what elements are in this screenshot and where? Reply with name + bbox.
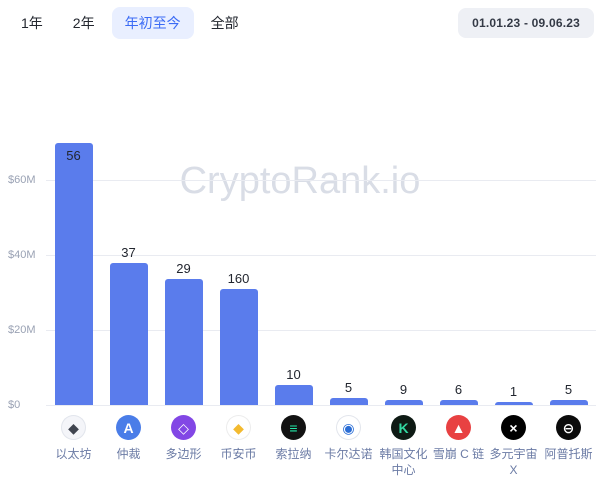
category-kcc[interactable]: K 韩国文化中心 <box>376 406 431 478</box>
avalanche-icon: ▲ <box>446 415 471 440</box>
multiversx-icon: × <box>501 415 526 440</box>
y-axis-tick-label: $0 <box>8 399 21 411</box>
bar-count-label: 9 <box>399 381 408 397</box>
bar-column-multiversx: 1 <box>486 105 541 405</box>
tab-2-years[interactable]: 2年 <box>60 7 108 39</box>
bar-count-label: 10 <box>286 367 301 383</box>
bar-arbitrum[interactable] <box>109 262 148 405</box>
tab-all-time[interactable]: 全部 <box>198 7 252 39</box>
bar-column-kcc: 9 <box>376 105 431 405</box>
bar-count-label: 6 <box>454 381 463 397</box>
category-label-solana[interactable]: 索拉纳 <box>275 447 312 461</box>
category-arbitrum[interactable]: A 仲裁 <box>101 406 156 478</box>
y-axis-tick-label: $20M <box>8 324 36 336</box>
category-multiversx[interactable]: × 多元宇宙 X <box>486 406 541 478</box>
bar-bnb-chain[interactable] <box>219 288 258 405</box>
bar-count-label: 1 <box>509 383 518 399</box>
category-label-aptos[interactable]: 阿普托斯 <box>544 447 593 461</box>
bar-kcc[interactable] <box>384 399 423 405</box>
bar-multiversx[interactable] <box>494 401 533 405</box>
category-polygon[interactable]: ◇ 多边形 <box>156 406 211 478</box>
bnb-icon: ◆ <box>226 415 251 440</box>
category-aptos[interactable]: ⊖ 阿普托斯 <box>541 406 596 478</box>
bar-count-label: 5 <box>564 381 573 397</box>
date-range-badge: 01.01.23 - 09.06.23 <box>458 8 594 38</box>
arbitrum-icon: A <box>116 415 141 440</box>
category-bnb-chain[interactable]: ◆ 币安币 <box>211 406 266 478</box>
bar-aptos[interactable] <box>549 399 588 405</box>
gridline <box>46 405 596 406</box>
time-range-tabs: 1年 2年 年初至今 全部 <box>8 7 252 39</box>
category-cardano[interactable]: ◉ 卡尔达诺 <box>321 406 376 478</box>
y-axis-tick-label: $40M <box>8 249 36 261</box>
category-label-arbitrum[interactable]: 仲裁 <box>116 447 141 461</box>
tab-1-year[interactable]: 1年 <box>8 7 56 39</box>
category-label-bnb-chain[interactable]: 币安币 <box>220 447 257 461</box>
kcc-icon: K <box>391 415 416 440</box>
bar-avalanche-c-chain[interactable] <box>439 399 478 405</box>
bar-column-ethereum: 56 <box>46 105 101 405</box>
category-label-ethereum[interactable]: 以太坊 <box>55 447 92 461</box>
chart-toolbar: 1年 2年 年初至今 全部 01.01.23 - 09.06.23 <box>8 7 594 39</box>
ethereum-icon: ◆ <box>61 415 86 440</box>
bar-column-bnb-chain: 160 <box>211 105 266 405</box>
category-label-kcc[interactable]: 韩国文化中心 <box>379 447 428 477</box>
bar-column-arbitrum: 37 <box>101 105 156 405</box>
y-axis-tick-label: $60M <box>8 174 36 186</box>
cardano-icon: ◉ <box>336 415 361 440</box>
bar-column-cardano: 5 <box>321 105 376 405</box>
bar-column-polygon: 29 <box>156 105 211 405</box>
bar-cardano[interactable] <box>329 397 368 405</box>
bar-count-label: 5 <box>344 379 353 395</box>
solana-icon: ≡ <box>281 415 306 440</box>
tab-year-to-date[interactable]: 年初至今 <box>111 7 194 39</box>
category-ethereum[interactable]: ◆ 以太坊 <box>46 406 101 478</box>
gridline <box>46 330 596 331</box>
bar-count-label: 56 <box>66 147 81 163</box>
polygon-icon: ◇ <box>171 415 196 440</box>
bar-column-aptos: 5 <box>541 105 596 405</box>
gridline <box>46 255 596 256</box>
bar-count-label: 160 <box>227 270 250 286</box>
x-axis-categories: ◆ 以太坊 A 仲裁 ◇ 多边形 ◆ 币安币 ≡ 索拉纳 ◉ 卡尔达诺 K 韩国文化中心 ▲ 雪崩 C 链 × 多… <box>46 406 596 478</box>
category-label-multiversx[interactable]: 多元宇宙 X <box>489 447 538 477</box>
category-label-cardano[interactable]: 卡尔达诺 <box>324 447 373 461</box>
category-label-polygon[interactable]: 多边形 <box>165 447 202 461</box>
bar-count-label: 37 <box>121 244 136 260</box>
category-label-avalanche-c-chain[interactable]: 雪崩 C 链 <box>432 447 485 461</box>
bar-ethereum[interactable]: 56 <box>54 142 93 405</box>
bar-solana[interactable] <box>274 385 313 405</box>
category-solana[interactable]: ≡ 索拉纳 <box>266 406 321 478</box>
bar-polygon[interactable] <box>164 279 203 405</box>
category-avalanche-c-chain[interactable]: ▲ 雪崩 C 链 <box>431 406 486 478</box>
chart-plot-area: 56 37 29 160 10 5 9 6 1 5 <box>46 105 596 405</box>
bar-count-label: 29 <box>176 261 191 277</box>
bar-column-avalanche-c-chain: 6 <box>431 105 486 405</box>
bar-column-solana: 10 <box>266 105 321 405</box>
aptos-icon: ⊖ <box>556 415 581 440</box>
gridline <box>46 180 596 181</box>
